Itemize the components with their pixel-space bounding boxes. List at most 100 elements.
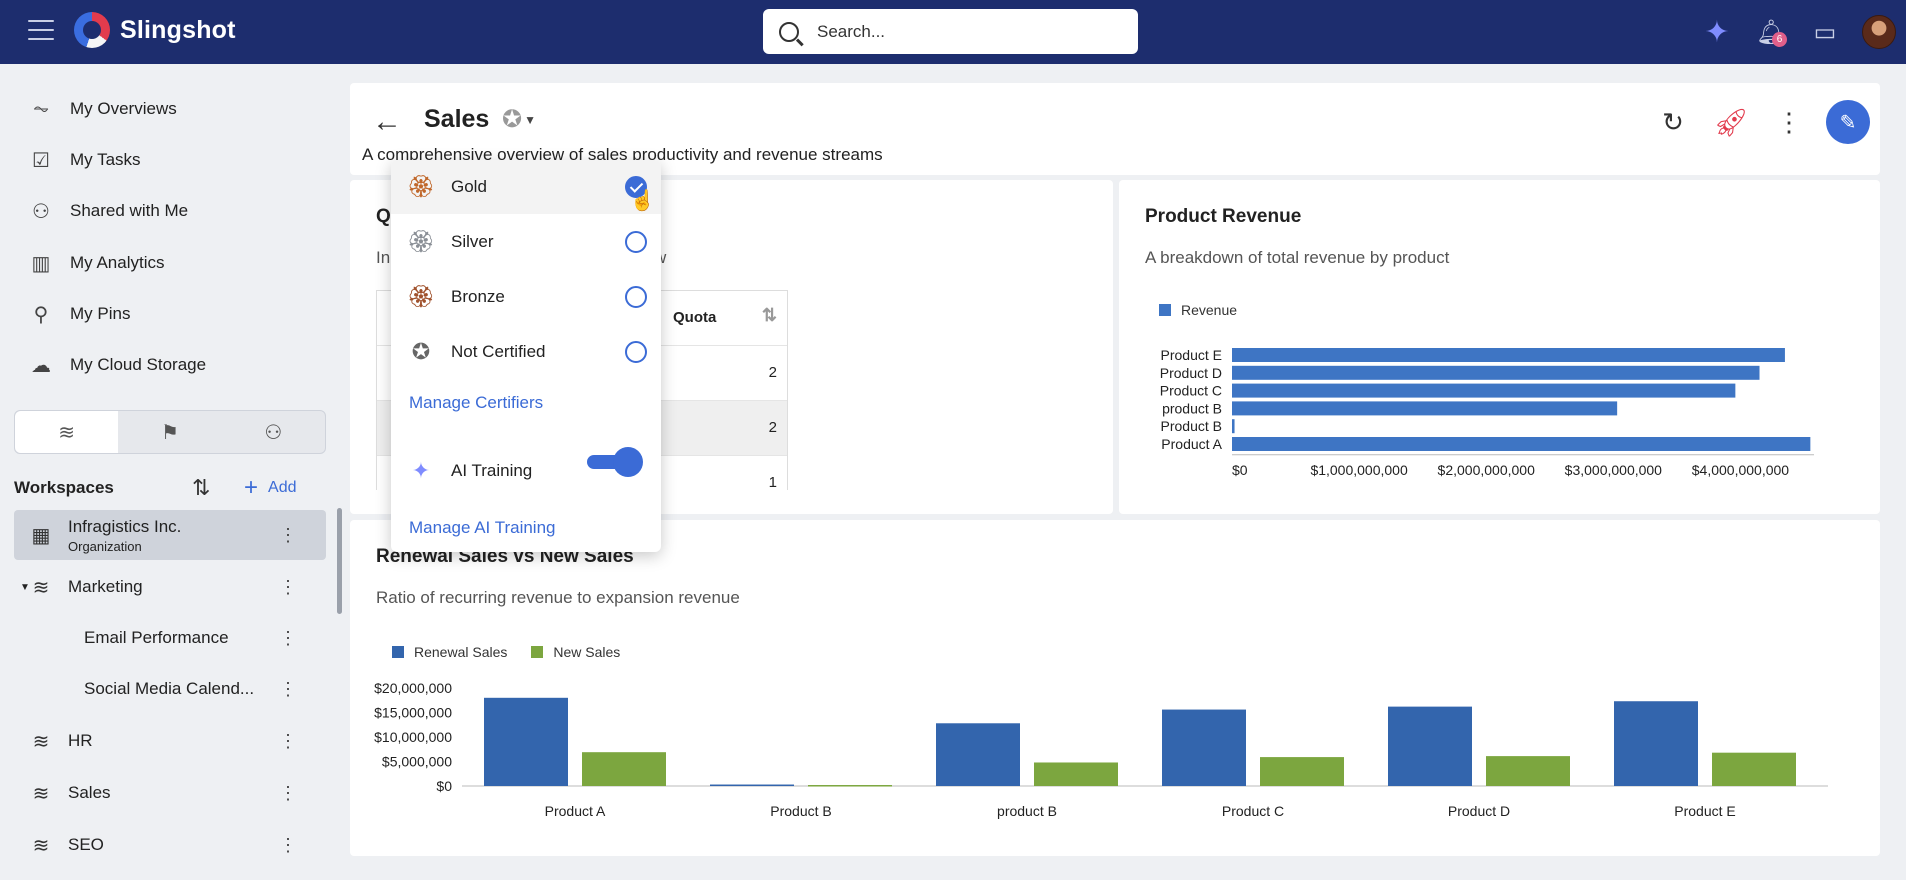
workspace-item-marketing[interactable]: ▼ ≋ Marketing ⋮ xyxy=(14,562,326,612)
bar xyxy=(1260,757,1344,786)
user-avatar[interactable] xyxy=(1852,0,1906,64)
sidebar-item-my-tasks[interactable]: ☑ My Tasks xyxy=(28,140,141,180)
workspace-item-seo[interactable]: ≋ SEO ⋮ xyxy=(14,820,326,870)
radio-icon[interactable] xyxy=(625,231,647,253)
ai-sparkle-icon[interactable]: ✦ xyxy=(1704,15,1730,49)
bar xyxy=(808,785,892,787)
tab-users-icon[interactable]: ⚇ xyxy=(264,421,283,444)
legend-item[interactable]: New Sales xyxy=(531,644,620,660)
expand-caret-icon[interactable]: ▼ xyxy=(20,581,30,593)
sort-icon[interactable]: ⇅ xyxy=(192,475,211,500)
sidebar-item-my-overviews[interactable]: ⏦ My Overviews xyxy=(28,89,177,129)
manage-ai-training-link[interactable]: Manage AI Training xyxy=(409,518,556,537)
edit-pencil-button[interactable]: ✎ xyxy=(1826,100,1870,144)
x-tick-label: $1,000,000,000 xyxy=(1310,462,1408,478)
legend-item[interactable]: Revenue xyxy=(1159,302,1237,318)
legend-label: New Sales xyxy=(553,644,621,660)
y-tick-label: Product C xyxy=(1160,383,1222,399)
x-tick-label: Product C xyxy=(1222,803,1284,819)
bar xyxy=(710,784,794,787)
activity-icon: ⏦ xyxy=(32,97,50,120)
workspace-item-hr[interactable]: ≋ HR ⋮ xyxy=(14,716,326,766)
more-options-icon[interactable]: ⋮ xyxy=(279,627,297,648)
sidebar-scrollbar[interactable] xyxy=(337,508,342,614)
legend-item[interactable]: Renewal Sales xyxy=(392,644,507,660)
chart-title: Product Revenue xyxy=(1145,206,1302,227)
refresh-icon[interactable]: ↻ xyxy=(1662,106,1684,137)
layers-icon: ≋ xyxy=(32,730,50,753)
workspace-label: Email Performance xyxy=(84,628,229,647)
sidebar-item-label: My Overviews xyxy=(70,99,177,118)
workspace-item-sales[interactable]: ≋ Sales ⋮ xyxy=(14,768,326,818)
search-box[interactable] xyxy=(763,9,1138,54)
chart-legend: Renewal Sales New Sales xyxy=(392,644,644,660)
radio-icon[interactable] xyxy=(625,341,647,363)
more-options-icon[interactable]: ⋮ xyxy=(279,524,297,545)
legend-label: Revenue xyxy=(1181,302,1238,318)
table-cell: 1 xyxy=(768,474,777,490)
workspace-item-email-performance[interactable]: Email Performance ⋮ xyxy=(14,613,326,663)
notifications-bell-icon[interactable]: 🔔︎ 6 xyxy=(1755,18,1787,47)
bar xyxy=(484,697,568,786)
workspace-label: Sales xyxy=(68,783,111,802)
table-cell: 2 xyxy=(768,364,777,381)
renewal-vs-new-chart: $0 $5,000,000 $10,000,000 $15,000,000 $20,00… xyxy=(374,680,1828,819)
ai-sparkle-icon: ✦ xyxy=(411,458,431,483)
tab-bookmarks-icon[interactable]: ⚑ xyxy=(161,421,179,444)
workspace-label: SEO xyxy=(68,835,104,854)
table-cell: 2 xyxy=(768,419,777,436)
brand[interactable]: Slingshot xyxy=(74,12,236,48)
cert-option-label: Gold xyxy=(451,177,487,196)
dashboard-title: Sales xyxy=(424,105,490,133)
renewal-vs-new-card: Renewal Sales vs New Sales Ratio of recu… xyxy=(350,520,1880,856)
back-arrow-icon[interactable]: ← xyxy=(372,105,402,138)
messages-icon[interactable]: ▭ xyxy=(1813,18,1837,46)
workspace-item-social-media[interactable]: Social Media Calend... ⋮ xyxy=(14,664,326,714)
cert-option-bronze[interactable]: 🏵︎ Bronze xyxy=(391,270,661,324)
certification-badge-icon: ✪ xyxy=(502,106,523,133)
cert-option-not-certified[interactable]: ✪ Not Certified xyxy=(391,325,661,379)
legend-swatch xyxy=(392,646,404,658)
tab-workspaces-layers-icon[interactable]: ≋ xyxy=(15,411,119,453)
cert-option-gold[interactable]: 🏵︎ Gold xyxy=(391,160,661,214)
hamburger-menu-icon[interactable] xyxy=(28,20,54,42)
sidebar-view-switcher: ≋ ⚑ ⚇ xyxy=(14,410,326,454)
more-options-icon[interactable]: ⋮ xyxy=(279,782,297,803)
radio-checked-icon[interactable] xyxy=(625,176,647,198)
sidebar-item-my-pins[interactable]: ⚲ My Pins xyxy=(28,294,131,334)
avatar xyxy=(1862,15,1896,49)
sidebar-item-my-analytics[interactable]: ▥ My Analytics xyxy=(28,243,165,283)
rocket-icon[interactable]: 🚀︎ xyxy=(1713,106,1749,138)
x-tick-label: product B xyxy=(997,803,1057,819)
add-workspace-button[interactable]: + Add xyxy=(244,474,296,502)
table-row[interactable]: 1 xyxy=(377,456,787,490)
shared-users-icon: ⚇ xyxy=(32,200,50,223)
y-tick-label: product B xyxy=(1162,400,1222,416)
building-icon: ▦ xyxy=(31,524,51,547)
sort-icon[interactable]: ⇅ xyxy=(761,305,777,325)
more-options-icon[interactable]: ⋮ xyxy=(279,678,297,699)
more-options-icon[interactable]: ⋮ xyxy=(279,834,297,855)
radio-icon[interactable] xyxy=(625,286,647,308)
more-options-icon[interactable]: ⋮ xyxy=(1776,106,1802,137)
x-tick-label: Product A xyxy=(545,803,606,819)
search-input[interactable] xyxy=(817,21,1117,42)
cert-option-silver[interactable]: 🏵︎ Silver xyxy=(391,215,661,269)
bar xyxy=(1232,419,1235,434)
certification-dropdown-button[interactable]: ✪ ▼ xyxy=(502,105,536,134)
workspace-item-infragistics[interactable]: ▦ Infragistics Inc. Organization ⋮ xyxy=(14,510,326,560)
sidebar-item-my-cloud-storage[interactable]: ☁ My Cloud Storage xyxy=(28,345,206,385)
chart-subtitle: A breakdown of total revenue by product xyxy=(1145,248,1450,267)
sidebar-item-label: My Tasks xyxy=(70,150,141,169)
gold-award-icon: 🏵︎ xyxy=(407,174,435,199)
certification-dropdown: 🏵︎ Gold 🏵︎ Silver 🏵︎ Bronze ✪ Not Certif… xyxy=(391,160,661,552)
more-options-icon[interactable]: ⋮ xyxy=(279,576,297,597)
bar xyxy=(936,723,1020,786)
ai-training-toggle[interactable] xyxy=(587,447,643,477)
sidebar-item-shared-with-me[interactable]: ⚇ Shared with Me xyxy=(28,191,188,231)
column-header-quota[interactable]: Quota xyxy=(673,309,717,326)
manage-certifiers-link[interactable]: Manage Certifiers xyxy=(409,393,544,412)
bar xyxy=(1232,348,1785,362)
chevron-down-icon: ▼ xyxy=(524,112,536,127)
more-options-icon[interactable]: ⋮ xyxy=(279,730,297,751)
